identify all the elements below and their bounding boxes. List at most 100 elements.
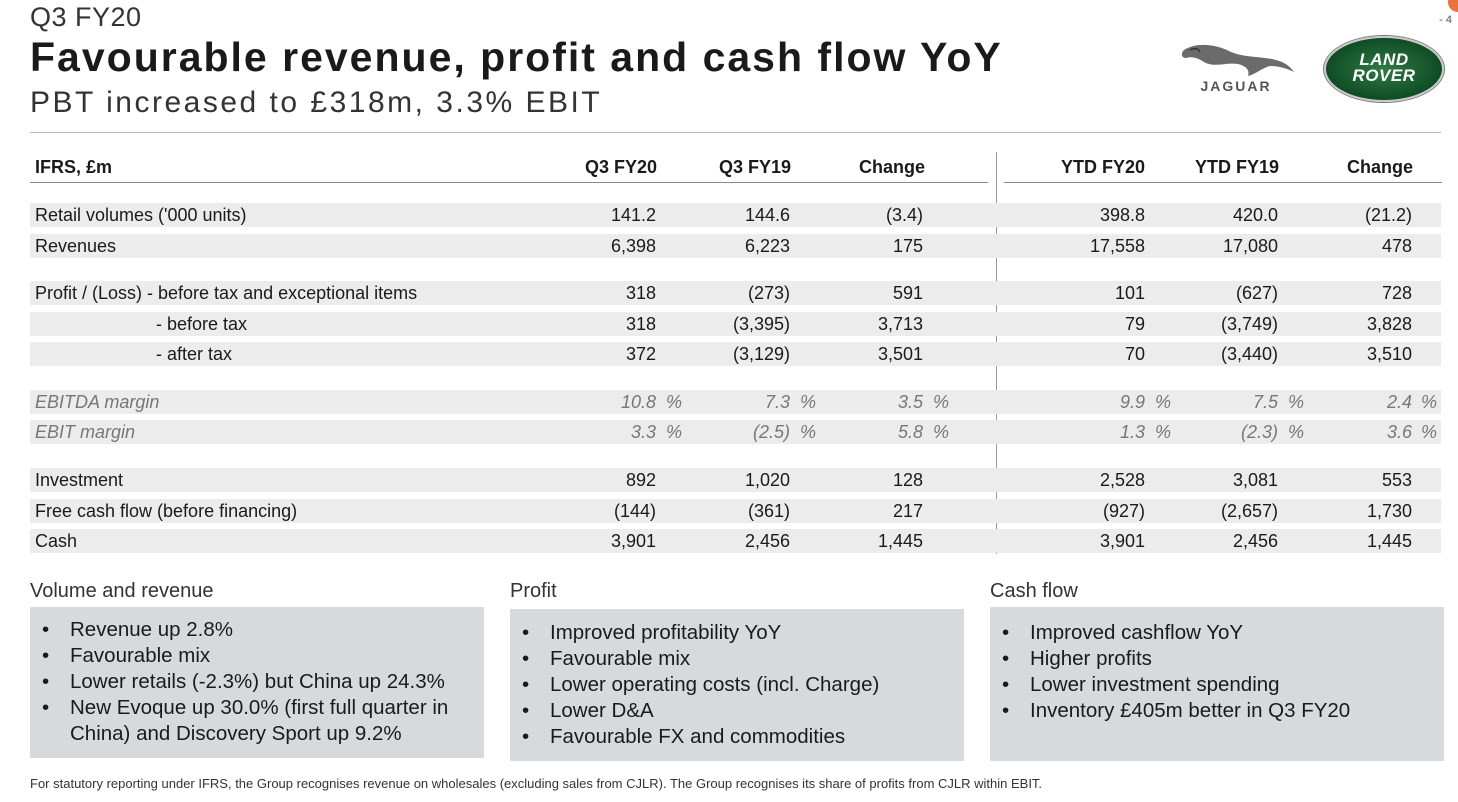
column-header-change-q3: Change [858, 157, 925, 177]
corner-badge [1448, 0, 1458, 12]
cell-ytdfy20: 1.3 [1119, 422, 1145, 442]
row-label: Free cash flow (before financing) [35, 501, 298, 521]
land-rover-logo: LAND ROVER [1324, 36, 1444, 102]
list-item: Inventory £405m better in Q3 FY20 [990, 698, 1444, 724]
page-subtitle: PBT increased to £318m, 3.3% EBIT [30, 86, 603, 119]
box-title-volume: Volume and revenue [30, 580, 214, 602]
cell-change-ytd: 1,445 [1366, 531, 1412, 551]
cell-ytdfy20: 101 [1114, 283, 1145, 303]
table-row: Profit / (Loss) - before tax and excepti… [30, 281, 1441, 305]
cell-change-q3: 128 [892, 470, 923, 490]
cell-change-ytd: 478 [1381, 236, 1412, 256]
cell-change-q3: 3.5 [897, 392, 923, 412]
cell-q3fy19: (3,395) [732, 314, 790, 334]
table-row: Free cash flow (before financing) (144) … [30, 499, 1441, 523]
cell-ytdfy20: 70 [1124, 344, 1145, 364]
cell-q3fy19: (273) [747, 283, 790, 303]
table-row: - before tax 318 (3,395) 3,713 79 (3,749… [30, 312, 1441, 336]
cell-ytdfy19: 420.0 [1232, 205, 1278, 225]
table-row: Investment 892 1,020 128 2,528 3,081 553 [30, 468, 1441, 492]
cell-ytdfy19: (2.3) [1240, 422, 1278, 442]
table-row: - after tax 372 (3,129) 3,501 70 (3,440)… [30, 342, 1441, 366]
column-header-q3fy19: Q3 FY19 [718, 157, 791, 177]
cell-ytdfy19: 7.5 [1252, 392, 1278, 412]
title-divider [30, 132, 1441, 133]
cell-change-q3: 591 [892, 283, 923, 303]
jaguar-wordmark: JAGUAR [1200, 78, 1272, 94]
cell-q3fy20: 318 [625, 283, 656, 303]
table-row: Cash 3,901 2,456 1,445 3,901 2,456 1,445 [30, 529, 1441, 553]
cell-ytdfy20: 17,558 [1089, 236, 1145, 256]
cell-change-ytd: (21.2) [1364, 205, 1412, 225]
cell-q3fy20: 10.8 [620, 392, 656, 412]
percent-sign: % [1288, 392, 1305, 412]
list-item: Favourable mix [30, 643, 484, 669]
cell-q3fy19: (2.5) [752, 422, 790, 442]
list-item: Lower investment spending [990, 672, 1444, 698]
column-header-ytdfy20: YTD FY20 [1060, 157, 1145, 177]
cell-q3fy20: 141.2 [610, 205, 656, 225]
cell-q3fy19: 6,223 [744, 236, 790, 256]
cell-q3fy20: 318 [625, 314, 656, 334]
cell-q3fy20: 372 [625, 344, 656, 364]
percent-sign: % [1155, 422, 1172, 442]
column-header-q3fy20: Q3 FY20 [584, 157, 657, 177]
land-rover-wordmark-line1: LAND [1359, 50, 1409, 69]
cell-q3fy20: 3.3 [630, 422, 656, 442]
cell-change-q3: 3,501 [877, 344, 923, 364]
list-item: Higher profits [990, 646, 1444, 672]
percent-sign: % [1421, 392, 1438, 412]
column-header-label: IFRS, £m [35, 157, 113, 177]
jaguar-logo: JAGUAR [1176, 38, 1296, 96]
cell-change-ytd: 1,730 [1366, 501, 1412, 521]
percent-sign: % [933, 392, 950, 412]
cell-change-q3: 3,713 [877, 314, 923, 334]
percent-sign: % [800, 422, 817, 442]
cell-ytdfy19: (627) [1235, 283, 1278, 303]
list-item: Favourable mix [510, 646, 964, 672]
list-item: Favourable FX and commodities [510, 724, 964, 750]
cell-ytdfy20: 79 [1124, 314, 1145, 334]
cell-ytdfy20: 2,528 [1099, 470, 1145, 490]
list-item: Revenue up 2.8% [30, 617, 484, 643]
cell-ytdfy19: 17,080 [1222, 236, 1278, 256]
volume-revenue-box: Revenue up 2.8% Favourable mix Lower ret… [30, 607, 484, 758]
cell-q3fy20: 3,901 [610, 531, 656, 551]
row-label: EBITDA margin [35, 392, 160, 412]
cell-ytdfy19: 3,081 [1232, 470, 1278, 490]
header-rule-right [1004, 182, 1442, 183]
percent-sign: % [1421, 422, 1438, 442]
page-number: - 4 [1439, 14, 1452, 26]
land-rover-wordmark-line2: ROVER [1352, 66, 1416, 85]
cell-change-q3: 175 [892, 236, 923, 256]
column-header-change-ytd: Change [1346, 157, 1413, 177]
row-label: EBIT margin [35, 422, 136, 442]
cell-ytdfy19: 2,456 [1232, 531, 1278, 551]
cell-change-q3: 217 [892, 501, 923, 521]
cell-q3fy19: 1,020 [744, 470, 790, 490]
cell-ytdfy20: 398.8 [1099, 205, 1145, 225]
cell-change-q3: 1,445 [877, 531, 923, 551]
profit-box: Improved profitability YoY Favourable mi… [510, 609, 964, 761]
percent-sign: % [933, 422, 950, 442]
list-item: Lower D&A [510, 698, 964, 724]
box-title-profit: Profit [510, 580, 557, 602]
cell-q3fy19: 7.3 [764, 392, 790, 412]
cell-q3fy20: 892 [625, 470, 656, 490]
footnote: For statutory reporting under IFRS, the … [30, 776, 1043, 791]
table-row: EBITDA margin 10.8 % 7.3 % 3.5 % 9.9 % 7… [30, 390, 1441, 414]
cell-change-ytd: 3.6 [1386, 422, 1412, 442]
list-item: Improved profitability YoY [510, 620, 964, 646]
cell-q3fy19: 144.6 [744, 205, 790, 225]
column-header-ytdfy19: YTD FY19 [1194, 157, 1279, 177]
row-label: - after tax [156, 344, 233, 364]
row-label: Investment [35, 470, 124, 490]
quarter-label: Q3 FY20 [30, 2, 142, 32]
table-row: Retail volumes ('000 units) 141.2 144.6 … [30, 203, 1441, 227]
cell-change-q3: 5.8 [897, 422, 923, 442]
box-title-cashflow: Cash flow [990, 580, 1078, 602]
list-item: New Evoque up 30.0% (first full quarter … [30, 695, 484, 747]
cell-q3fy20: (144) [613, 501, 656, 521]
cell-change-ytd: 3,828 [1366, 314, 1412, 334]
cell-ytdfy20: 9.9 [1119, 392, 1145, 412]
